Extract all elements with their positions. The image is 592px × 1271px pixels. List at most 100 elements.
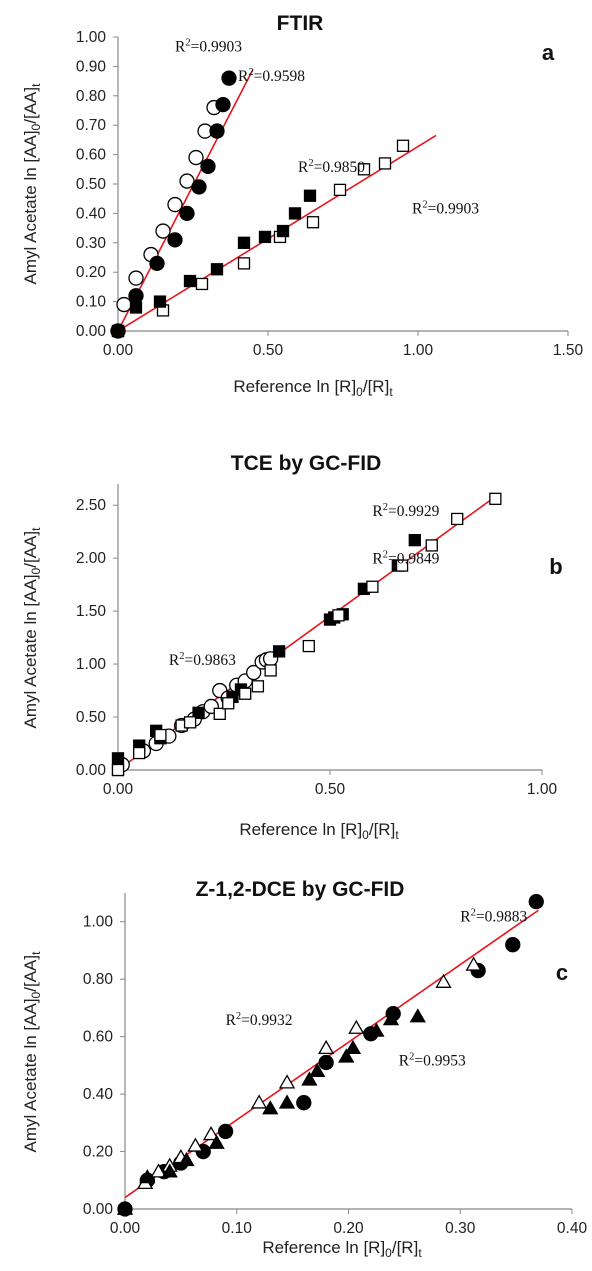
- data-point: [395, 559, 409, 572]
- r-squared-label: R2=0.9953: [399, 1051, 466, 1069]
- data-point: [111, 324, 125, 338]
- y-axis-label-sub: t: [29, 83, 43, 87]
- data-point: [179, 173, 195, 189]
- data-point: [246, 664, 262, 681]
- y-tick-label: 0.60: [83, 1029, 114, 1046]
- data-point: [408, 533, 421, 547]
- data-point: [167, 196, 183, 213]
- data-point: [465, 956, 482, 971]
- data-point: [435, 973, 452, 988]
- data-point: [425, 539, 438, 552]
- data-point: [111, 763, 125, 777]
- data-point: [116, 296, 132, 313]
- data-point: [344, 1039, 362, 1055]
- y-tick-label: 0.80: [76, 88, 107, 105]
- data-point: [272, 645, 286, 658]
- x-tick-label: 0.20: [333, 1220, 364, 1237]
- x-tick-label: 1.50: [553, 342, 584, 359]
- y-tick-label: 0.60: [76, 147, 107, 164]
- x-axis-label-sub: 0: [356, 385, 363, 399]
- data-point: [133, 746, 146, 760]
- x-tick-label: 0.00: [103, 781, 134, 798]
- y-axis-label-mid: /[AA]: [21, 87, 40, 124]
- r-squared-value: =0.9849: [388, 550, 440, 567]
- r-squared-base: R: [226, 1012, 237, 1029]
- chart-panel-a: FTIR a 0.00 0.50 1.00 1.50 0.00 0.10 0.20 0.30 0.4…: [21, 12, 583, 399]
- y-tick-label: 0.40: [76, 205, 107, 222]
- r-squared-value: =0.9929: [388, 503, 440, 520]
- data-point: [489, 492, 502, 505]
- r-squared-label: R2=0.9929: [372, 502, 439, 520]
- x-axis-label-mid: /[R]: [369, 820, 395, 839]
- data-point: [188, 149, 204, 166]
- y-tick-label: 2.50: [76, 497, 107, 514]
- data-point: [528, 893, 544, 910]
- data-point: [258, 230, 272, 244]
- data-point: [192, 706, 205, 719]
- data-point: [178, 1151, 195, 1167]
- data-point: [382, 1011, 400, 1026]
- x-axis-label-main: Reference ln [R]: [233, 377, 356, 396]
- r-squared-value: =0.9863: [184, 652, 236, 669]
- chart-title: TCE by GC-FID: [231, 452, 382, 475]
- data-point: [251, 680, 265, 693]
- data-point: [264, 664, 277, 677]
- y-axis-label-sub: 0: [29, 123, 43, 130]
- y-tick-label: 0.90: [76, 58, 107, 75]
- r-squared-sup: 2: [383, 549, 388, 560]
- data-point: [338, 1048, 355, 1063]
- data-point: [200, 158, 216, 175]
- data-point: [217, 1123, 234, 1140]
- data-point: [409, 1008, 426, 1023]
- data-point: [378, 157, 392, 170]
- data-point: [183, 274, 197, 288]
- series-filled-triangle: [116, 1008, 426, 1215]
- data-point: [366, 580, 379, 593]
- trendline: [117, 68, 254, 332]
- x-axis-label-sub: t: [395, 828, 399, 842]
- data-point: [213, 707, 226, 721]
- x-tick-label: 0.30: [445, 1220, 476, 1237]
- y-axis-label-mid: /[AA]: [21, 955, 40, 992]
- y-tick-label: 0.70: [76, 117, 107, 134]
- data-point: [209, 123, 225, 139]
- data-point: [153, 295, 167, 308]
- data-point: [396, 139, 410, 152]
- x-axis-label-sub: 0: [385, 1246, 392, 1260]
- y-tick-label: 0.50: [76, 176, 107, 193]
- data-point: [239, 687, 252, 700]
- series-filled-square: [111, 189, 317, 338]
- r-squared-label: R2=0.9903: [412, 199, 479, 217]
- r-squared-label: R2=0.9932: [226, 1011, 293, 1029]
- x-axis-label-mid: /[R]: [363, 377, 389, 396]
- data-point: [149, 255, 165, 272]
- chart-panel-b: TCE by GC-FID b 0.00 0.50 1.00 0.00 0.50 1.00 1.…: [21, 452, 563, 842]
- panel-letter: b: [549, 554, 562, 579]
- data-point: [155, 223, 171, 239]
- data-point: [302, 639, 315, 653]
- r-squared-base: R: [412, 200, 423, 217]
- r-squared-sup: 2: [308, 158, 313, 169]
- r-squared-sup: 2: [471, 908, 476, 919]
- x-axis-label: Reference ln [R]0/[R]t: [233, 377, 393, 399]
- r-squared-base: R: [399, 1052, 410, 1069]
- y-tick-label: 2.00: [76, 550, 107, 567]
- r-squared-base: R: [298, 159, 309, 176]
- r-squared-sup: 2: [409, 1051, 414, 1062]
- r-squared-value: =0.9932: [241, 1012, 292, 1029]
- r-squared-label: R2=0.9849: [372, 549, 439, 567]
- y-tick-label: 0.30: [76, 235, 107, 252]
- data-point: [309, 1062, 326, 1078]
- r-squared-base: R: [238, 68, 249, 85]
- data-point: [357, 163, 371, 176]
- r-squared-sup: 2: [422, 199, 427, 210]
- y-axis-label-sub: 0: [29, 567, 43, 574]
- chart-title: Z-1,2-DCE by GC-FID: [196, 878, 405, 901]
- data-point: [505, 937, 521, 953]
- y-tick-label: 1.00: [76, 29, 107, 46]
- x-tick-label: 0.00: [103, 342, 134, 359]
- r-squared-label: R2=0.9883: [460, 908, 527, 926]
- r-squared-label: R2=0.9850: [298, 158, 365, 176]
- y-axis-label: Amyl Acetate ln [AA]0/[AA]t: [21, 83, 43, 285]
